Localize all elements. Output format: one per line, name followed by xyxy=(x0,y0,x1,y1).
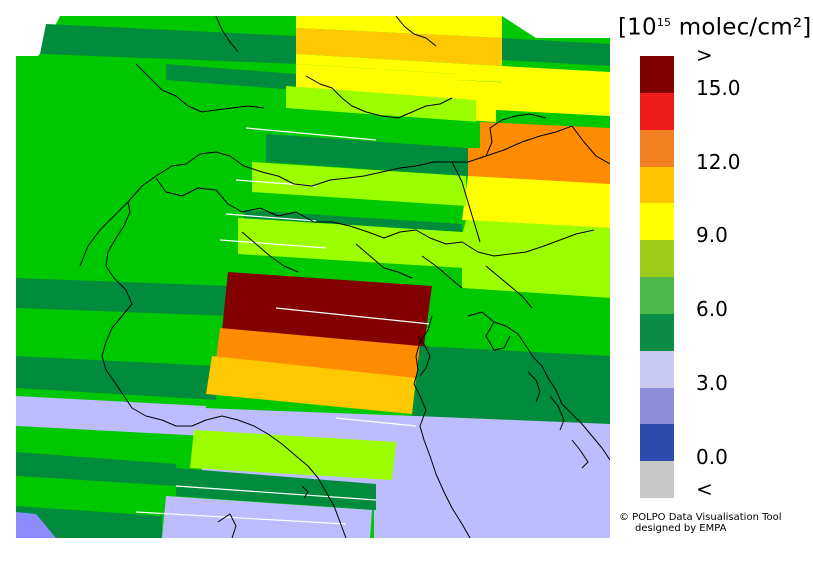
pixel-band xyxy=(206,356,416,414)
legend-tick-label: 6.0 xyxy=(696,297,728,321)
legend-swatch xyxy=(640,92,674,130)
map-canvas xyxy=(16,16,610,538)
pixel-band xyxy=(190,430,396,480)
pixel-band xyxy=(238,218,462,268)
pixel-band xyxy=(424,286,610,356)
pixel-band xyxy=(16,426,196,464)
legend-swatch xyxy=(640,277,674,314)
pixel-band xyxy=(230,254,462,288)
legend-swatch xyxy=(640,313,674,351)
pixel-band xyxy=(16,506,162,538)
credits-line-1: © POLPO Data Visualisation Tool xyxy=(619,512,782,523)
pixel-band xyxy=(286,86,476,122)
legend-swatch xyxy=(640,56,674,93)
pixel-band xyxy=(16,476,176,514)
pixel-band xyxy=(462,232,610,298)
pixel-band xyxy=(216,328,420,378)
pixel-band xyxy=(166,64,296,90)
legend-tick-label: 9.0 xyxy=(696,223,728,247)
pixel-band xyxy=(26,54,296,96)
legend-swatch xyxy=(640,350,674,388)
pixel-band xyxy=(16,356,216,400)
pixel-band xyxy=(252,162,466,206)
borders-and-coastlines xyxy=(79,16,610,538)
legend-swatch xyxy=(640,166,674,204)
legend-tick-label: 3.0 xyxy=(696,371,728,395)
legend-unit-suffix: molec/cm²] xyxy=(671,14,812,41)
legend-swatch xyxy=(640,203,674,241)
legend-swatch xyxy=(640,240,674,278)
pixel-band xyxy=(16,278,230,316)
legend-tick-label: 15.0 xyxy=(696,76,741,100)
legend-unit-title: [1015 molec/cm²] xyxy=(618,8,812,41)
legend-unit-exponent: 15 xyxy=(656,16,672,29)
credits: © POLPO Data Visualisation Tool designed… xyxy=(619,512,782,534)
pixel-band xyxy=(40,24,296,64)
pixel-band xyxy=(462,176,610,228)
pixel-band xyxy=(16,452,176,486)
pixel-band xyxy=(296,80,456,96)
pixel-band xyxy=(16,512,56,538)
pixel-band xyxy=(502,38,610,66)
no2-column-map xyxy=(16,16,610,538)
pixel-band xyxy=(412,346,610,424)
pixel-band xyxy=(296,54,502,82)
pixel-band xyxy=(296,16,502,38)
legend-over-label: > xyxy=(696,43,713,67)
legend-swatch xyxy=(640,461,674,499)
pixel-band xyxy=(278,108,480,148)
pixel-band xyxy=(480,66,610,116)
legend-under-label: < xyxy=(696,477,713,501)
swath-gaps xyxy=(135,127,431,525)
outside-swath-top-right xyxy=(502,16,610,38)
legend-swatch xyxy=(640,424,674,462)
legend-tick-label: 12.0 xyxy=(696,150,741,174)
color-scale-bar xyxy=(640,56,674,499)
pixel-band xyxy=(296,28,502,66)
pixel-band xyxy=(162,496,372,538)
pixel-band xyxy=(244,210,462,232)
pixel-band xyxy=(16,396,206,436)
legend-swatch xyxy=(640,129,674,167)
legend-unit-prefix: [10 xyxy=(618,14,657,41)
credits-line-2: designed by EMPA xyxy=(635,523,727,534)
pixel-band xyxy=(176,468,376,510)
pixel-band xyxy=(246,192,462,224)
legend-swatch xyxy=(640,387,674,425)
legend-tick-label: 0.0 xyxy=(696,445,728,469)
